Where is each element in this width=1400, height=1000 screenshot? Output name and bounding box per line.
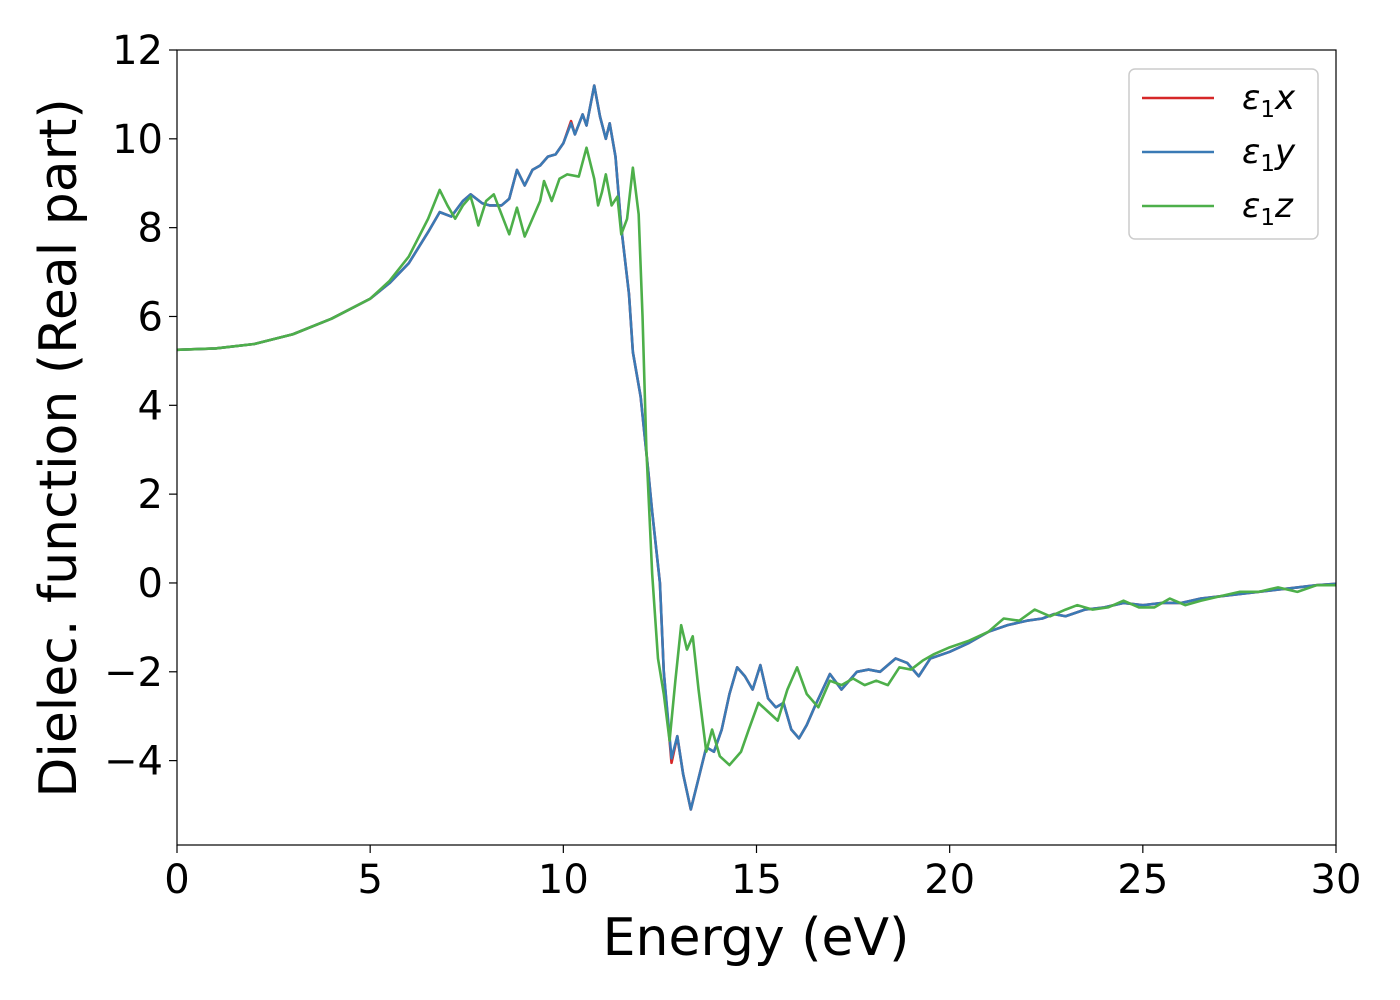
x-tick-label: 25	[1117, 857, 1168, 903]
y-tick-label: 12	[112, 28, 163, 74]
legend-label-x: ε1x	[1242, 78, 1296, 123]
y-tick-label: −2	[104, 650, 163, 696]
x-tick-label: 0	[164, 857, 189, 903]
x-axis-ticks: 0 5 10 15 20 25 30	[164, 845, 1361, 903]
y-tick-label: 2	[138, 472, 163, 518]
legend: ε1x ε1y ε1z	[1128, 68, 1319, 240]
x-tick-label: 30	[1311, 857, 1362, 903]
series-layer	[177, 84, 1336, 811]
y-tick-label: 0	[138, 561, 163, 607]
series-line-z	[177, 146, 1336, 767]
y-axis-title: Dielec. function (Real part)	[29, 98, 89, 797]
x-tick-label: 5	[357, 857, 382, 903]
x-axis-title: Energy (eV)	[603, 908, 910, 968]
legend-label-z: ε1z	[1242, 186, 1294, 231]
legend-label-y: ε1y	[1242, 132, 1296, 177]
y-tick-label: −4	[104, 739, 163, 785]
y-tick-label: 4	[138, 383, 163, 429]
x-tick-label: 15	[731, 857, 782, 903]
y-tick-label: 6	[138, 294, 163, 340]
x-tick-label: 20	[924, 857, 975, 903]
plot-frame	[176, 49, 1337, 846]
x-tick-label: 10	[538, 857, 589, 903]
y-tick-label: 8	[138, 206, 163, 252]
y-axis-ticks: −4 −2 0 2 4 6 8 10 12	[104, 28, 177, 785]
y-tick-label: 10	[112, 117, 163, 163]
legend-frame	[1128, 68, 1319, 240]
